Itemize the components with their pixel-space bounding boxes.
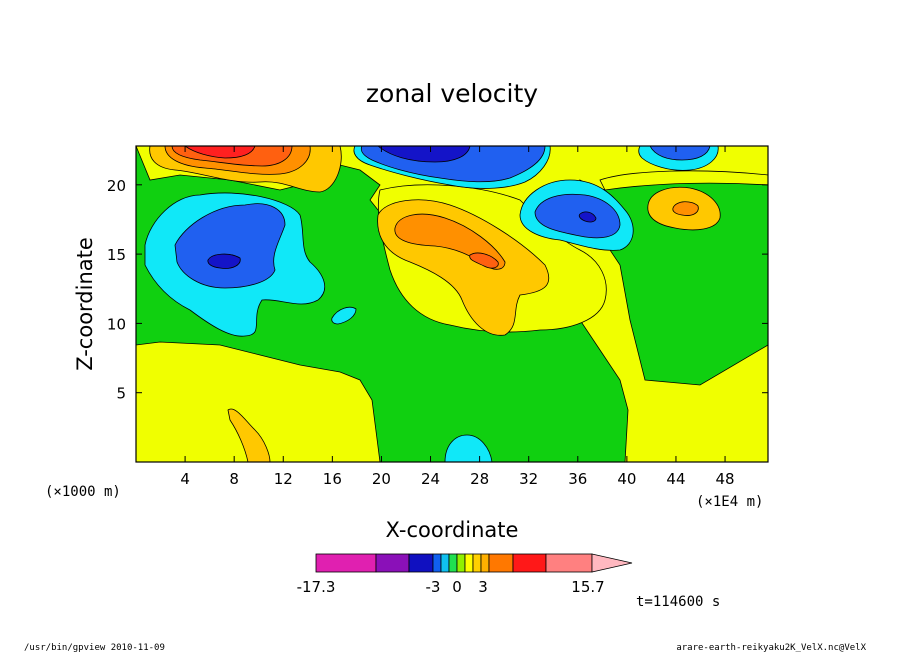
plot-area [135, 145, 769, 463]
x-tick-label: 20 [372, 470, 391, 488]
colorbar-segment [480, 553, 490, 573]
colorbar-segment [315, 553, 377, 573]
colorbar-segment [472, 553, 482, 573]
colorbar-extend-arrow [591, 553, 633, 573]
x-tick-label: 16 [323, 470, 342, 488]
colorbar-tick-label: 3 [478, 578, 488, 596]
chart-title: zonal velocity [366, 79, 538, 108]
region-orange-right [672, 201, 699, 216]
footer-left: /usr/bin/gpview 2010-11-09 [24, 643, 165, 653]
colorbar-segment [375, 553, 410, 573]
x-tick-label: 40 [617, 470, 636, 488]
colorbar-segment [448, 553, 458, 573]
time-label: t=114600 s [636, 594, 721, 610]
y-axis-label: Z-coordinate [73, 237, 97, 371]
colorbar-segment [488, 553, 514, 573]
colorbar-tick-label: 0 [452, 578, 462, 596]
x-unit-right: (×1E4 m) [696, 494, 763, 510]
colorbar-tick-label: 15.7 [571, 578, 604, 596]
x-tick-label: 44 [666, 470, 685, 488]
colorbar-labels: -17.3 -3 0 3 15.7 [297, 578, 605, 596]
region-darkorange-center [469, 252, 499, 269]
colorbar-segment [432, 553, 442, 573]
region-blue-topright [649, 146, 711, 161]
region-cyan-bottom [444, 434, 493, 462]
colorbar [315, 553, 633, 573]
colorbar-segment [464, 553, 474, 573]
colorbar-segment [456, 553, 466, 573]
y-axis: 5 10 15 20 [107, 177, 768, 403]
x-tick-label: 36 [568, 470, 587, 488]
plot-frame [135, 145, 769, 463]
y-tick-label: 10 [107, 315, 126, 333]
region-dblue-left [207, 253, 241, 269]
x-tick-label: 4 [180, 470, 190, 488]
y-tick-label: 5 [116, 385, 126, 403]
region-dblue-right [578, 211, 597, 223]
region-yellow-topright [599, 170, 768, 191]
region-dblue-topcenter [377, 146, 471, 163]
x-tick-label: 32 [519, 470, 538, 488]
region-blue-right [534, 193, 621, 239]
x-tick-label: 48 [716, 470, 735, 488]
colorbar-segment [545, 553, 593, 573]
region-cyan-small [331, 306, 357, 325]
footer-right: arare-earth-reikyaku2K_VelX.nc@VelX [676, 643, 866, 653]
x-tick-label: 28 [470, 470, 489, 488]
x-tick-label: 24 [421, 470, 440, 488]
x-tick-label: 8 [229, 470, 239, 488]
x-axis: 4 8 12 16 20 24 28 32 36 40 44 48 [180, 146, 735, 488]
y-tick-label: 20 [107, 177, 126, 195]
y-tick-label: 15 [107, 246, 126, 264]
colorbar-tick-label: -3 [426, 578, 441, 596]
x-axis-label: X-coordinate [386, 518, 519, 542]
colorbar-segment [440, 553, 450, 573]
region-orange-bottom [227, 408, 271, 462]
x-unit-left: (×1000 m) [45, 484, 121, 500]
colorbar-segment [408, 553, 434, 573]
region-blue-left [174, 203, 286, 289]
region-red-topleft [184, 146, 256, 159]
x-tick-label: 12 [274, 470, 293, 488]
colorbar-segment [512, 553, 547, 573]
colorbar-tick-label: -17.3 [297, 578, 336, 596]
